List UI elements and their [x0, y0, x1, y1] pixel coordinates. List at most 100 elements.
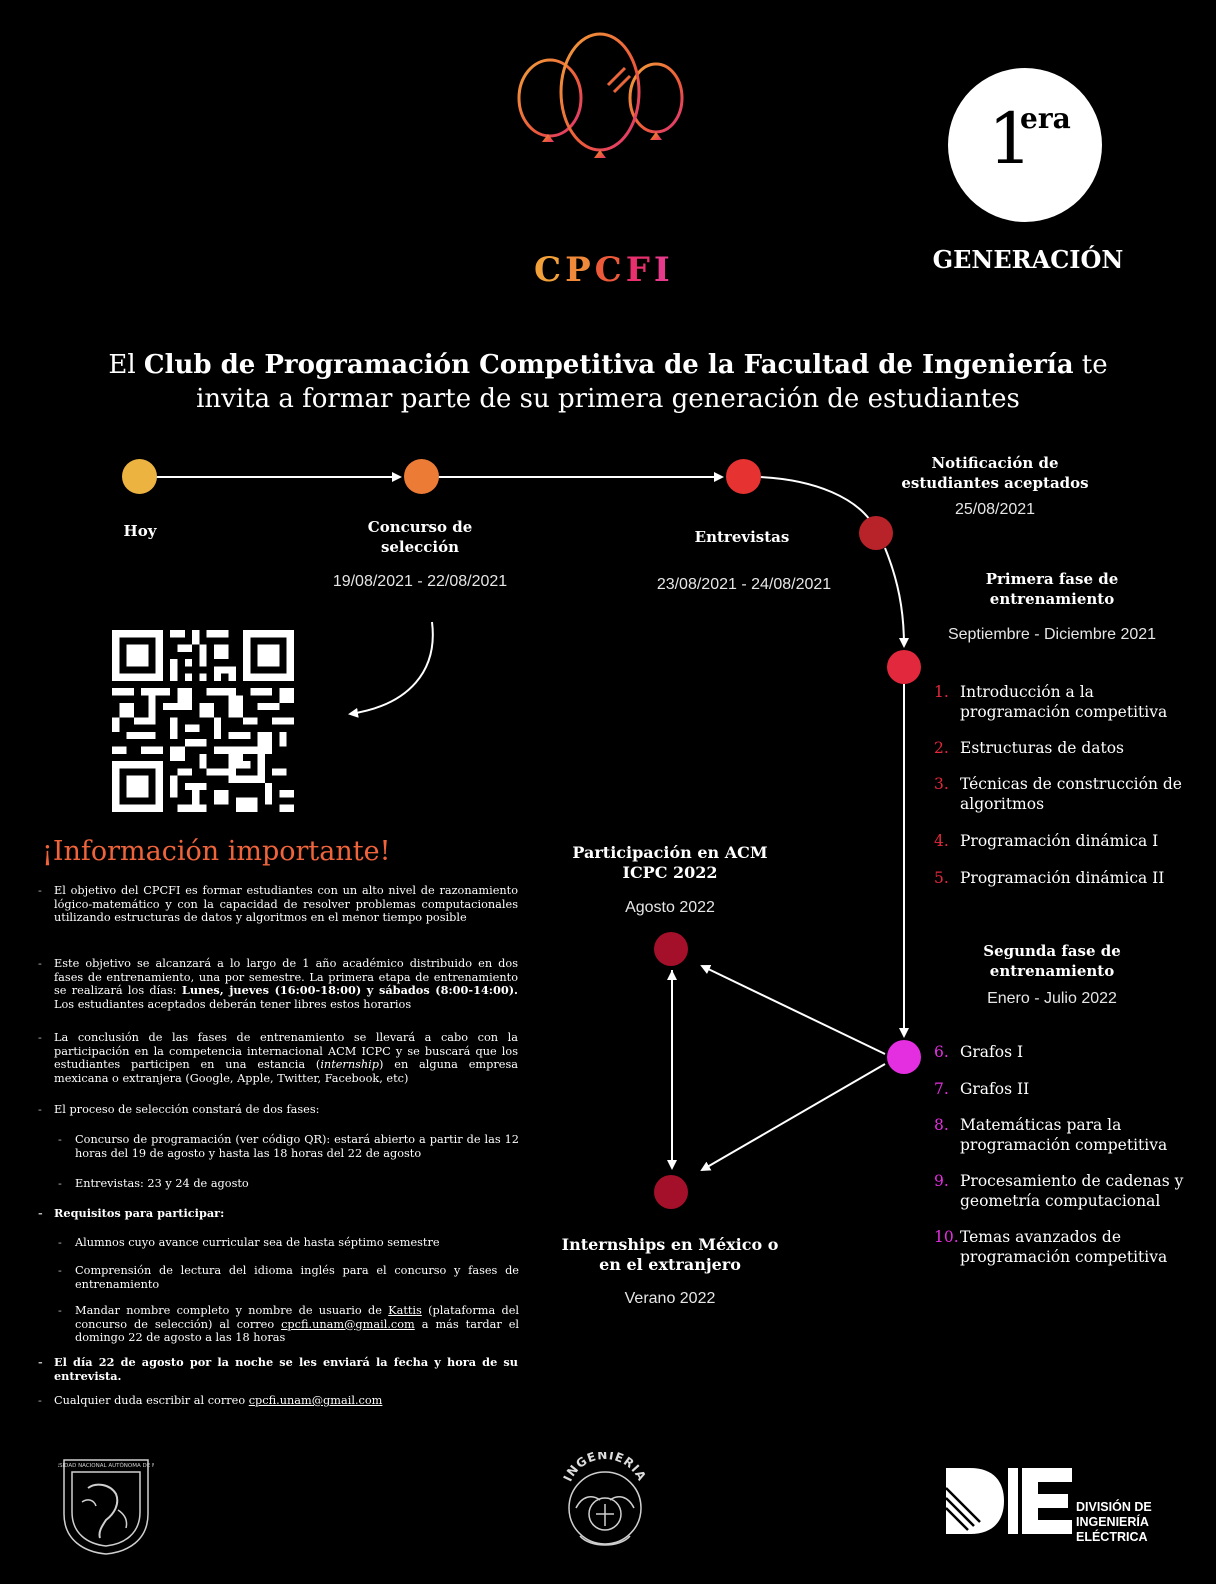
label-entrevistas: Entrevistas [694, 528, 790, 546]
node-internship [654, 1175, 688, 1209]
info-item: - Requisitos para participar: [38, 1206, 520, 1223]
list-text: Matemáticas para la programación competi… [960, 1116, 1168, 1154]
info-text: Alumnos cuyo avance curricular sea de ha… [75, 1236, 440, 1249]
info-text: El proceso de selección constará de dos … [54, 1103, 320, 1116]
info-text: Mandar nombre completo y nombre de usuar… [75, 1304, 389, 1317]
list-text: Estructuras de datos [960, 739, 1125, 757]
bullet-dash: - [38, 1394, 42, 1407]
die-line1: DIVISIÓN DE [1076, 1500, 1152, 1514]
cpcfi-balloon-logo [517, 32, 684, 248]
info-text: La conclusión de las fases de entrenamie… [54, 1031, 518, 1071]
info-item: - El día 22 de agosto por la noche se le… [38, 1355, 520, 1386]
cpcfi-logo-text: CPCFI [534, 250, 684, 290]
arrow-fase2-acm [700, 964, 886, 1055]
list-text: Grafos I [960, 1043, 1024, 1061]
info-subitem: - Entrevistas: 23 y 24 de agosto [58, 1177, 520, 1193]
list-item: 3. Técnicas de construcción de algoritmo… [934, 774, 1204, 818]
label-internship: Internships en México o en el extranjero [561, 1235, 779, 1274]
label-notificacion: Notificación de estudiantes aceptados [901, 454, 1089, 492]
bullet-dash: - [58, 1264, 62, 1277]
list-item: 2. Estructuras de datos [934, 738, 1204, 760]
ingenieria-seal-lettering: INGENIERIA [561, 1452, 650, 1484]
info-text: El objetivo del CPCFI es formar estudian… [54, 884, 518, 924]
label-hoy: Hoy [123, 522, 157, 540]
arrow-fase2-intern [700, 1063, 886, 1172]
list-item: 8. Matemáticas para la programación comp… [934, 1115, 1204, 1159]
list-number: 2. [934, 739, 949, 757]
node-notificacion [859, 516, 893, 550]
date-fase2: Enero - Julio 2022 [987, 990, 1117, 1007]
bullet-dash: - [38, 1355, 43, 1369]
date-concurso: 19/08/2021 - 22/08/2021 [332, 573, 508, 590]
list-number: 9. [934, 1172, 949, 1190]
info-item: - El proceso de selección constará de do… [38, 1103, 520, 1119]
logo-letter: C [534, 250, 566, 290]
internship-word: internship [320, 1058, 380, 1071]
date-notificacion: 25/08/2021 [954, 501, 1036, 518]
list-text: Temas avanzados de programación competit… [960, 1228, 1168, 1266]
date-internship: Verano 2022 [624, 1290, 716, 1307]
info-subitem: - Comprensión de lectura del idioma ingl… [58, 1264, 520, 1294]
info-item: - El objetivo del CPCFI es formar estudi… [38, 884, 520, 940]
info-text: Cualquier duda escribir al correo [54, 1394, 249, 1407]
node-acm [654, 932, 688, 966]
fase2-topics-list: 6. Grafos I 7. Grafos II 8. Matemáticas … [934, 1042, 1204, 1282]
list-item: 9. Procesamiento de cadenas y geometría … [934, 1171, 1204, 1215]
info-item: - La conclusión de las fases de entrenam… [38, 1031, 520, 1087]
list-number: 7. [934, 1080, 949, 1098]
info-text: Los estudiantes aceptados deberán tener … [54, 997, 412, 1011]
fase1-topics-list: 1. Introducción a la programación compet… [934, 682, 1204, 902]
node-fase1 [887, 650, 921, 684]
invite-post: te [1073, 350, 1108, 380]
info-subitem: - Concurso de programación (ver código Q… [58, 1133, 520, 1163]
info-text: Entrevistas: 23 y 24 de agosto [75, 1177, 249, 1190]
bullet-dash: - [38, 1103, 42, 1116]
list-number: 10. [934, 1228, 959, 1246]
node-concurso [404, 459, 439, 494]
info-heading: ¡Información importante! [42, 836, 391, 867]
list-number: 4. [934, 832, 949, 850]
unam-seal-icon: UNIVERSIDAD NACIONAL AUTÓNOMA DE MÉXICO [58, 1459, 154, 1555]
list-item: 6. Grafos I [934, 1042, 1204, 1064]
bullet-dash: - [58, 1177, 62, 1190]
bullet-dash: - [38, 1031, 42, 1044]
generation-badge: 1 era [948, 68, 1102, 222]
arrow-to-qr [348, 621, 434, 718]
list-number: 6. [934, 1043, 949, 1061]
kattis-link[interactable]: Kattis [388, 1304, 422, 1317]
arrow-entrevistas-notificacion [759, 476, 871, 521]
node-hoy [122, 459, 157, 494]
logo-letter: P [565, 250, 595, 290]
qr-code-icon[interactable] [112, 630, 294, 812]
list-number: 5. [934, 869, 949, 887]
logo-letter: C [594, 250, 626, 290]
invite-pre: El [108, 350, 144, 380]
info-text: ) en alguna empresa mexicana o extranjer… [54, 1058, 518, 1085]
date-entrevistas: 23/08/2021 - 24/08/2021 [656, 576, 832, 593]
date-fase1: Septiembre - Diciembre 2021 [947, 626, 1157, 643]
bullet-dash: - [58, 1236, 62, 1249]
info-item: - Cualquier duda escribir al correo cpcf… [38, 1394, 520, 1410]
label-fase2: Segunda fase de entrenamiento [983, 942, 1121, 980]
node-entrevistas [726, 459, 761, 494]
email-link[interactable]: cpcfi.unam@gmail.com [248, 1394, 383, 1407]
label-acm: Participación en ACM ICPC 2022 [572, 843, 768, 882]
generation-label: GENERACIÓN [932, 245, 1124, 274]
list-item: 1. Introducción a la programación compet… [934, 682, 1204, 726]
list-item: 7. Grafos II [934, 1079, 1204, 1101]
list-text: Grafos II [960, 1080, 1030, 1098]
bullet-dash: - [38, 957, 42, 970]
info-text: Este objetivo se alcanzará a lo largo de… [54, 957, 518, 997]
list-number: 1. [934, 683, 949, 701]
unam-seal-lettering: UNIVERSIDAD NACIONAL AUTÓNOMA DE MÉXICO [58, 1461, 154, 1469]
email-link[interactable]: cpcfi.unam@gmail.com [281, 1317, 415, 1331]
club-name: Club de Programación Competitiva de la F… [143, 350, 1074, 380]
list-text: Introducción a la programación competiti… [960, 683, 1168, 721]
list-text: Procesamiento de cadenas y geometría com… [960, 1172, 1184, 1210]
info-text: (plataforma del concurso de selección) a… [75, 1304, 519, 1331]
bullet-dash: - [38, 1206, 43, 1220]
info-subitem: - Mandar nombre completo y nombre de usu… [58, 1304, 520, 1346]
label-concurso: Concurso de selección [367, 518, 473, 556]
list-item: 4. Programación dinámica I [934, 831, 1204, 853]
